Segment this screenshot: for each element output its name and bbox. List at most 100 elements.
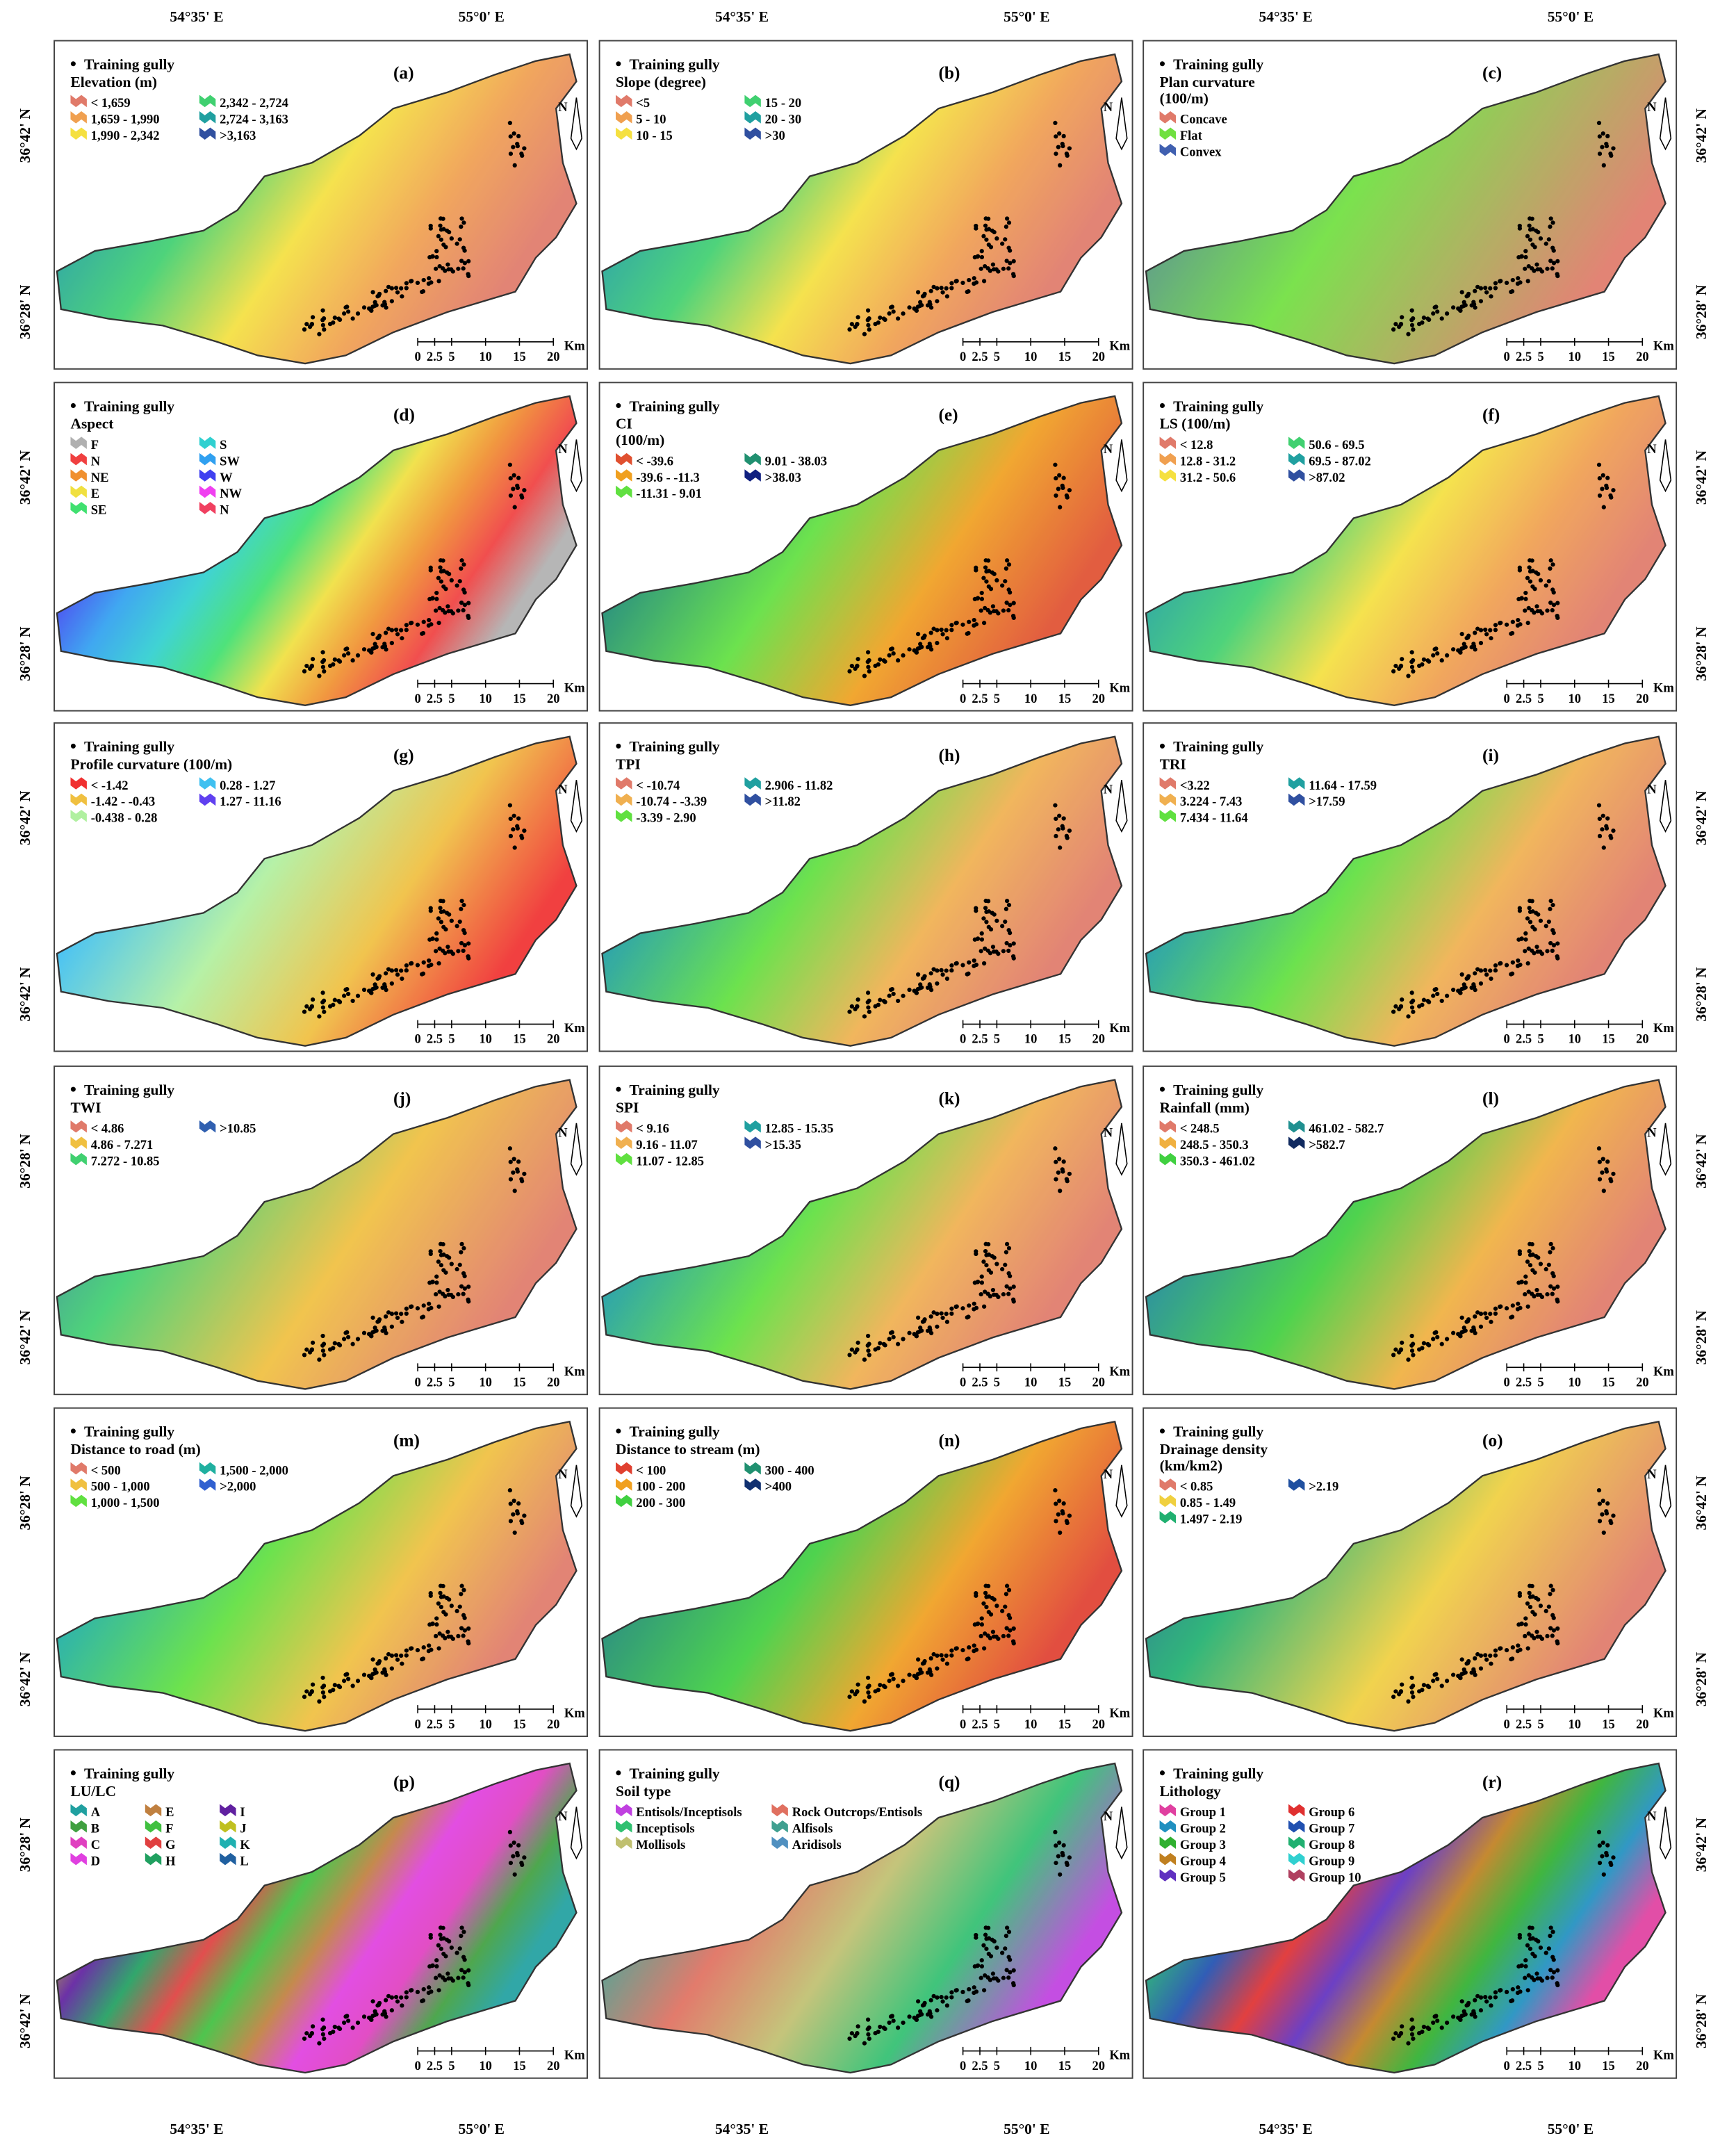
training-gully-point	[1530, 948, 1534, 953]
scale-tick-label: 2.5	[972, 2059, 988, 2073]
training-gully-point	[1601, 163, 1606, 168]
training-gully-point	[1478, 1653, 1484, 1658]
training-gully-point	[966, 289, 971, 294]
training-gully-point	[337, 659, 343, 664]
training-gully-point	[337, 2026, 343, 2032]
training-gully-point	[1484, 1657, 1489, 1662]
training-gully-point	[386, 284, 391, 289]
legend-label: >87.02	[1309, 471, 1345, 485]
legend-marker-label: Training gully	[630, 398, 720, 414]
training-gully-point	[944, 1653, 949, 1658]
training-gully-point	[901, 2020, 906, 2025]
scale-tick-label: 15	[1058, 1032, 1072, 1047]
training-gully-point	[1008, 1273, 1013, 1279]
panel-letter: (n)	[938, 1430, 960, 1450]
training-gully-point	[985, 607, 990, 613]
training-gully-point	[1065, 1520, 1070, 1526]
training-gully-point	[891, 991, 896, 997]
legend-swatch	[199, 452, 216, 466]
training-gully-point	[1465, 1661, 1471, 1665]
training-gully-point	[1054, 493, 1058, 498]
legend-swatch	[1288, 1852, 1305, 1866]
scale-tick-label: 5	[994, 1375, 1000, 1389]
legend-title: TPI	[616, 756, 641, 773]
scale-bar	[1506, 337, 1644, 346]
training-gully-point	[1516, 1643, 1521, 1648]
training-gully-point	[1523, 596, 1528, 601]
training-gully-point	[1053, 462, 1058, 467]
legend-swatch	[199, 1462, 216, 1475]
training-gully-point	[944, 1661, 950, 1666]
training-gully-point	[399, 1312, 404, 1316]
training-gully-point	[985, 1975, 990, 1980]
legend-title: (100/m)	[616, 432, 664, 448]
training-gully-point	[415, 1306, 420, 1311]
legend-label: NE	[91, 471, 109, 485]
legend-dot	[616, 61, 621, 67]
training-gully-point	[317, 2041, 322, 2046]
training-gully-point	[1057, 1840, 1062, 1845]
scale-tick-label: 10	[1569, 2059, 1582, 2073]
training-gully-point	[1605, 1159, 1610, 1164]
training-gully-point	[1057, 1157, 1062, 1161]
training-gully-point	[960, 1647, 965, 1653]
training-gully-point	[1493, 1653, 1498, 1658]
latitude-label: 36°28' N	[1693, 967, 1710, 1022]
training-gully-point	[1536, 1597, 1541, 1602]
legend-swatch	[199, 127, 216, 140]
training-gully-point	[1530, 216, 1534, 221]
legend-swatch	[616, 95, 632, 108]
scale-tick-label: 15	[1602, 350, 1615, 364]
training-gully-point	[949, 1306, 954, 1311]
training-gully-point	[380, 303, 385, 308]
training-gully-point	[1004, 1241, 1010, 1247]
training-gully-point	[404, 286, 409, 291]
training-gully-point	[896, 998, 901, 1004]
training-gully-point	[978, 1291, 983, 1297]
training-gully-point	[1611, 146, 1616, 151]
legend-swatch	[145, 1820, 162, 1833]
training-gully-point	[511, 1854, 516, 1859]
training-gully-point	[994, 1292, 999, 1298]
training-gully-point	[1530, 1241, 1534, 1247]
training-gully-point	[935, 2008, 940, 2013]
training-gully-point	[370, 1657, 375, 1662]
training-gully-point	[508, 1177, 514, 1182]
training-gully-point	[1006, 1291, 1011, 1296]
training-gully-point	[866, 1005, 871, 1010]
scale-tick-label: 5	[994, 692, 1000, 706]
training-gully-point	[462, 943, 467, 948]
training-gully-point	[1459, 972, 1464, 977]
training-gully-point	[302, 2036, 307, 2041]
training-gully-point	[1000, 1266, 1005, 1272]
scale-tick-label: 0	[1504, 1032, 1510, 1047]
training-gully-point	[520, 495, 525, 500]
legend-swatch	[616, 469, 632, 482]
training-gully-point	[382, 300, 387, 304]
training-gully-point	[438, 1932, 443, 1937]
training-gully-point	[1550, 1930, 1555, 1934]
training-gully-point	[1611, 1171, 1616, 1176]
training-gully-point	[409, 1988, 413, 1993]
training-gully-point	[1488, 968, 1493, 973]
legend-swatch	[199, 1120, 216, 1133]
legend-label: N	[220, 503, 229, 518]
training-gully-point	[960, 1306, 965, 1311]
training-gully-point	[355, 311, 361, 316]
scale-tick-label: 0	[414, 2059, 420, 2073]
training-gully-point	[1611, 1513, 1616, 1518]
training-gully-point	[304, 663, 309, 669]
legend-label: < -39.6	[636, 454, 673, 468]
scale-tick-label: 15	[1058, 350, 1072, 364]
training-gully-point	[985, 216, 991, 221]
training-gully-point	[382, 1667, 387, 1672]
training-gully-point	[461, 1291, 466, 1296]
longitude-label: 54°35' E	[170, 8, 223, 25]
training-gully-point	[466, 941, 471, 946]
training-gully-point	[1525, 961, 1530, 966]
training-gully-point	[865, 2017, 871, 2022]
training-gully-point	[1475, 626, 1480, 631]
training-gully-point	[981, 576, 986, 580]
scale-tick-label: 15	[1058, 692, 1072, 706]
